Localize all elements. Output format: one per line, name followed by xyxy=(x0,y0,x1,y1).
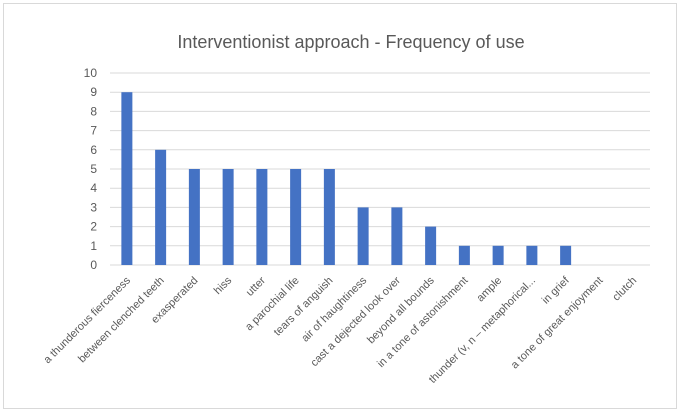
bar xyxy=(121,92,133,265)
y-tick-label: 4 xyxy=(90,181,97,195)
chart-title: Interventionist approach - Frequency of … xyxy=(177,32,524,52)
x-tick-label: hiss xyxy=(212,274,235,297)
bars xyxy=(121,92,572,265)
bar xyxy=(222,169,234,265)
bar xyxy=(425,226,437,265)
x-tick-label: in grief xyxy=(540,274,572,306)
bar xyxy=(526,245,538,265)
x-tick-label: clutch xyxy=(610,275,639,304)
y-tick-label: 7 xyxy=(90,124,97,138)
bar xyxy=(560,245,572,265)
bar xyxy=(188,169,200,265)
bar xyxy=(155,149,167,265)
y-tick-label: 5 xyxy=(90,162,97,176)
bar xyxy=(290,169,302,265)
y-tick-label: 10 xyxy=(84,66,98,80)
bar xyxy=(323,169,335,265)
x-tick-label: ample xyxy=(475,275,505,305)
bar xyxy=(357,207,369,265)
x-tick-label: tears of anguish xyxy=(272,275,336,339)
y-tick-label: 1 xyxy=(90,239,97,253)
y-tick-label: 2 xyxy=(90,220,97,234)
y-tick-label: 0 xyxy=(90,258,97,272)
y-tick-label: 9 xyxy=(90,85,97,99)
bar xyxy=(492,245,504,265)
y-tick-label: 3 xyxy=(90,200,97,214)
bar xyxy=(256,169,268,265)
y-tick-label: 6 xyxy=(90,143,97,157)
y-axis-ticks: 0 1 2 3 4 5 6 7 8 9 10 xyxy=(84,66,98,272)
chart-frame xyxy=(3,3,677,409)
gridlines xyxy=(110,72,650,266)
bar xyxy=(391,207,403,265)
y-tick-label: 8 xyxy=(90,104,97,118)
x-tick-label: utter xyxy=(244,274,268,298)
bar xyxy=(458,245,470,265)
